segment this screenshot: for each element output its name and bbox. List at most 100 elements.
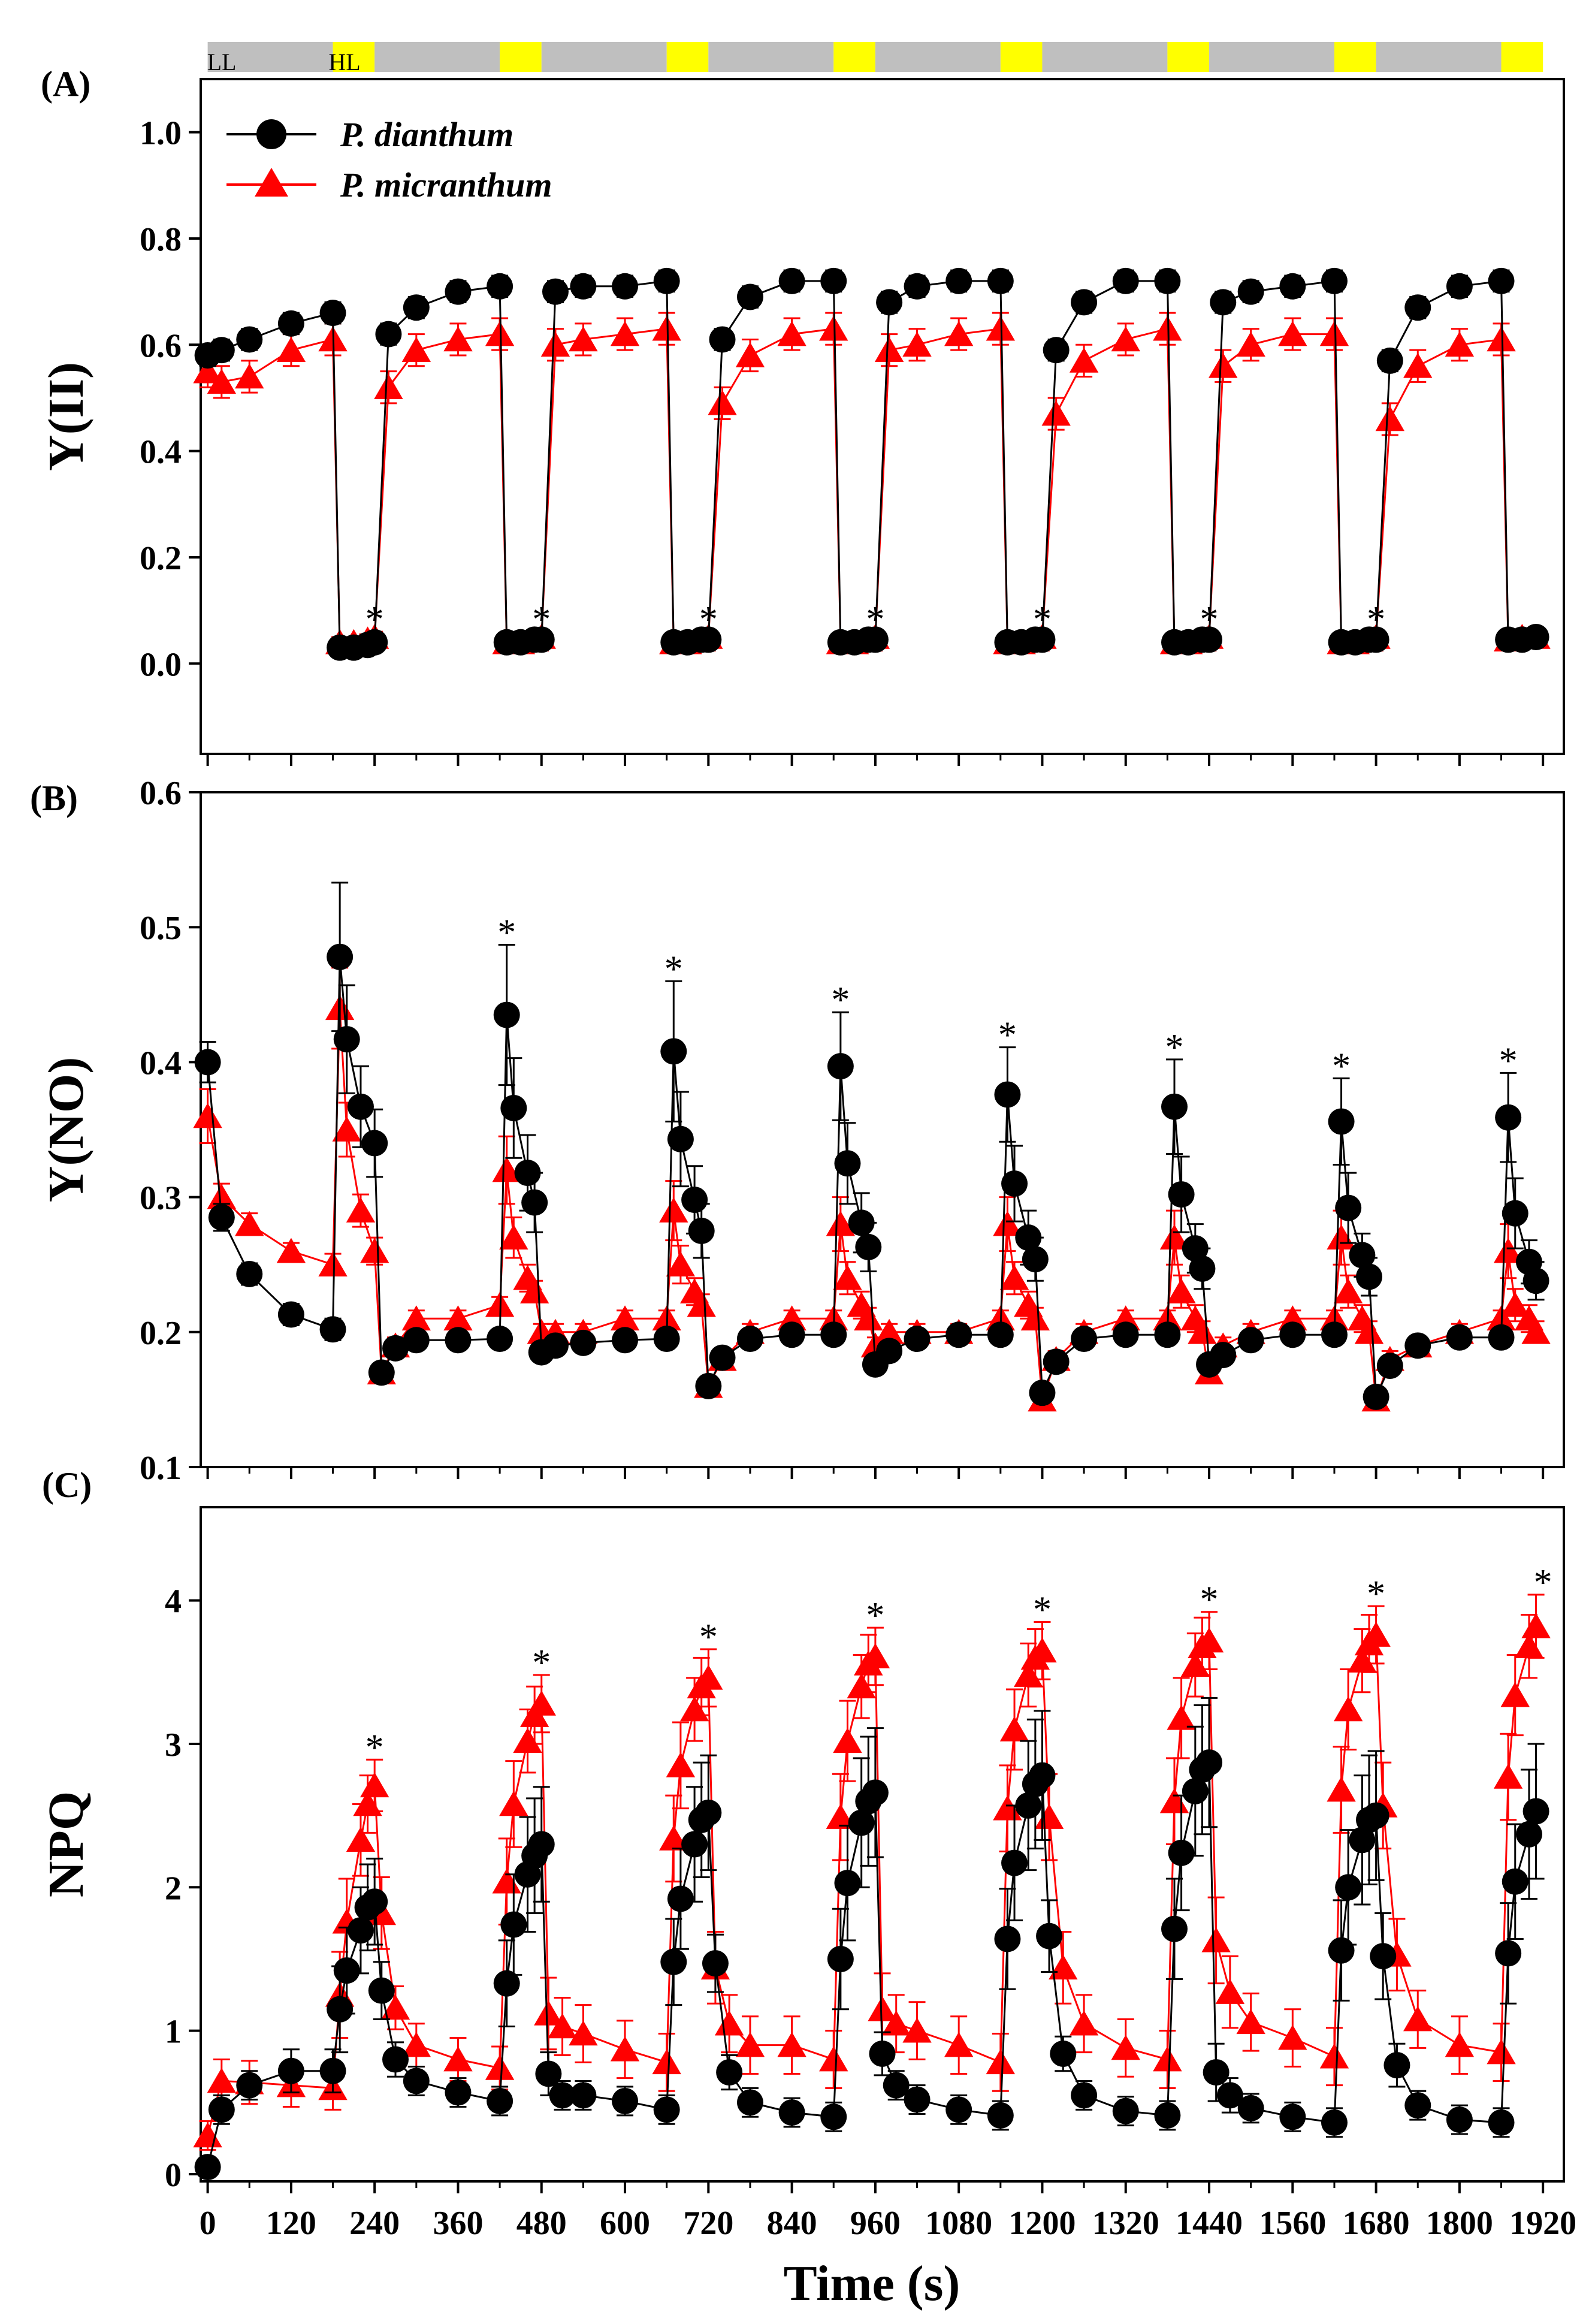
data-point [193,1103,222,1128]
data-point [1015,1224,1042,1251]
significance-star: * [699,599,718,640]
data-point [874,337,904,362]
data-point [1014,1662,1043,1687]
y-tick-label-b: 0.1 [140,1450,182,1487]
data-point [777,2032,806,2057]
data-point [493,1001,520,1028]
data-point [876,1338,903,1365]
data-point [1502,1868,1528,1895]
data-point [1209,352,1238,378]
data-point [527,1690,556,1716]
data-point [904,2086,931,2113]
y-tick-label-c: 4 [165,1583,182,1620]
y-tick-label-a: 0.4 [140,434,182,471]
significance-star: * [365,1727,384,1768]
x-tick-label: 720 [683,2205,733,2242]
data-point [327,1996,354,2023]
data-point [1071,1326,1098,1353]
light-segment-hl-3 [500,42,542,72]
plot-frame-c [200,1506,1565,2183]
data-point [1446,273,1473,300]
data-point [610,321,640,346]
panel-c-npq: 0 1 2 3 4 0 120 240 360 480 600 720 840 960 1080 1200 13… [38,1506,1576,2242]
legend-label-dianthum: P. dianthum [340,115,513,154]
data-point [360,1238,389,1263]
y-axis-title-c: NPQ [38,1791,94,1897]
data-point [1376,1353,1403,1380]
data-point [847,1673,876,1699]
data-point [610,1305,640,1331]
y-axis-title-b: Y(NO) [38,1057,94,1203]
light-segment-hl-1 [333,42,375,72]
data-point [994,1081,1021,1108]
data-point [353,1791,382,1816]
data-point [679,1696,709,1722]
data-point [375,321,402,348]
x-tick-label: 480 [516,2205,567,2242]
data-point [1370,1943,1397,1970]
light-segment-ll-0 [207,42,333,72]
data-point [652,2049,681,2075]
data-point [319,1316,346,1343]
data-point [1327,1776,1356,1802]
y-tick-label-a: 0.6 [140,327,182,364]
data-point [485,321,515,346]
data-point [401,2032,431,2057]
data-point [1321,1321,1348,1348]
data-point [826,1804,856,1829]
y-tick-label-a: 1.0 [140,115,182,152]
data-point [1521,1318,1551,1344]
data-point [542,278,569,305]
significance-star: * [365,599,384,640]
data-point [1168,1839,1195,1866]
x-tick-label: 1440 [1176,2205,1243,2242]
x-tick-label: 1800 [1426,2205,1493,2242]
data-point [207,1184,237,1209]
data-point [1015,1792,1042,1819]
data-point [987,2102,1014,2129]
series-micranthum-c [193,1593,1551,2151]
data-point [1319,321,1349,346]
data-point [833,1728,862,1753]
data-point [319,300,346,327]
data-point [1043,337,1070,364]
data-point [207,2068,237,2093]
data-point [876,289,903,316]
significance-star: * [1200,1580,1219,1620]
light-segment-hl-7 [833,42,875,72]
data-point [874,1318,904,1344]
data-point [736,283,763,310]
data-point [610,2036,640,2062]
light-segment-ll-8 [875,42,1001,72]
data-point [660,1948,687,1975]
data-point [945,1321,972,1348]
data-point [709,1344,736,1371]
data-point [401,1305,431,1331]
data-point [827,1945,854,1972]
data-point [1194,1627,1224,1653]
x-tick-label: 1680 [1343,2205,1410,2242]
data-point [1154,2102,1181,2129]
data-point [612,273,639,300]
data-point [1154,267,1181,294]
y-tick-label-c: 1 [165,2014,182,2051]
data-point [1488,1324,1515,1351]
data-point [1153,315,1182,341]
data-point [716,2059,743,2086]
data-point [1356,1263,1382,1290]
data-point [1159,1224,1189,1249]
data-point [945,2096,972,2123]
data-point [819,2046,848,2072]
y-tick-label-b: 0.5 [140,910,182,947]
panel-label-b: (B) [30,778,78,818]
y-tick-label-b: 0.2 [140,1315,182,1352]
y-axis-title-a: Y(II) [38,362,94,471]
data-point [368,1359,395,1386]
data-point [1112,1321,1139,1348]
data-point [819,315,848,341]
light-segment-ll-6 [708,42,834,72]
data-point [653,267,680,294]
data-point [276,1238,306,1263]
data-point [1210,289,1237,316]
data-point [736,2089,763,2116]
